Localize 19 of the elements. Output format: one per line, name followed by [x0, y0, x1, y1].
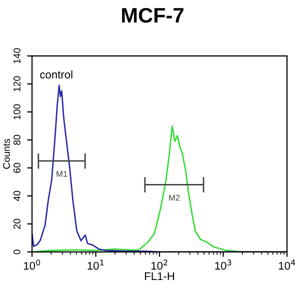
- y-tick-label: 140: [13, 48, 20, 64]
- chart-title: MCF-7: [122, 8, 184, 23]
- annotation: control: [40, 70, 72, 79]
- x-axis-title: FL1-H: [144, 272, 174, 280]
- y-axis-title: Counts: [3, 138, 10, 169]
- series-label: M2: [169, 194, 180, 201]
- y-tick-label: 60: [13, 162, 20, 173]
- x-tick-label: 10$^{0}$: [24, 260, 40, 270]
- y-tick-label: 80: [13, 134, 20, 145]
- x-tick-label: 10$^{3}$: [215, 260, 232, 270]
- y-tick-label: 40: [13, 190, 20, 202]
- x-tick-label: 10$^{4}$: [278, 260, 296, 270]
- y-tick-label: 100: [13, 104, 20, 120]
- y-tick-label: 20: [13, 218, 20, 229]
- x-tick-label: 10$^{2}$: [151, 260, 168, 270]
- y-tick-label: 120: [13, 76, 20, 92]
- series-label: M1: [56, 171, 68, 177]
- x-tick-label: 10$^{1}$: [88, 260, 104, 270]
- y-tick-label: 0: [13, 250, 20, 254]
